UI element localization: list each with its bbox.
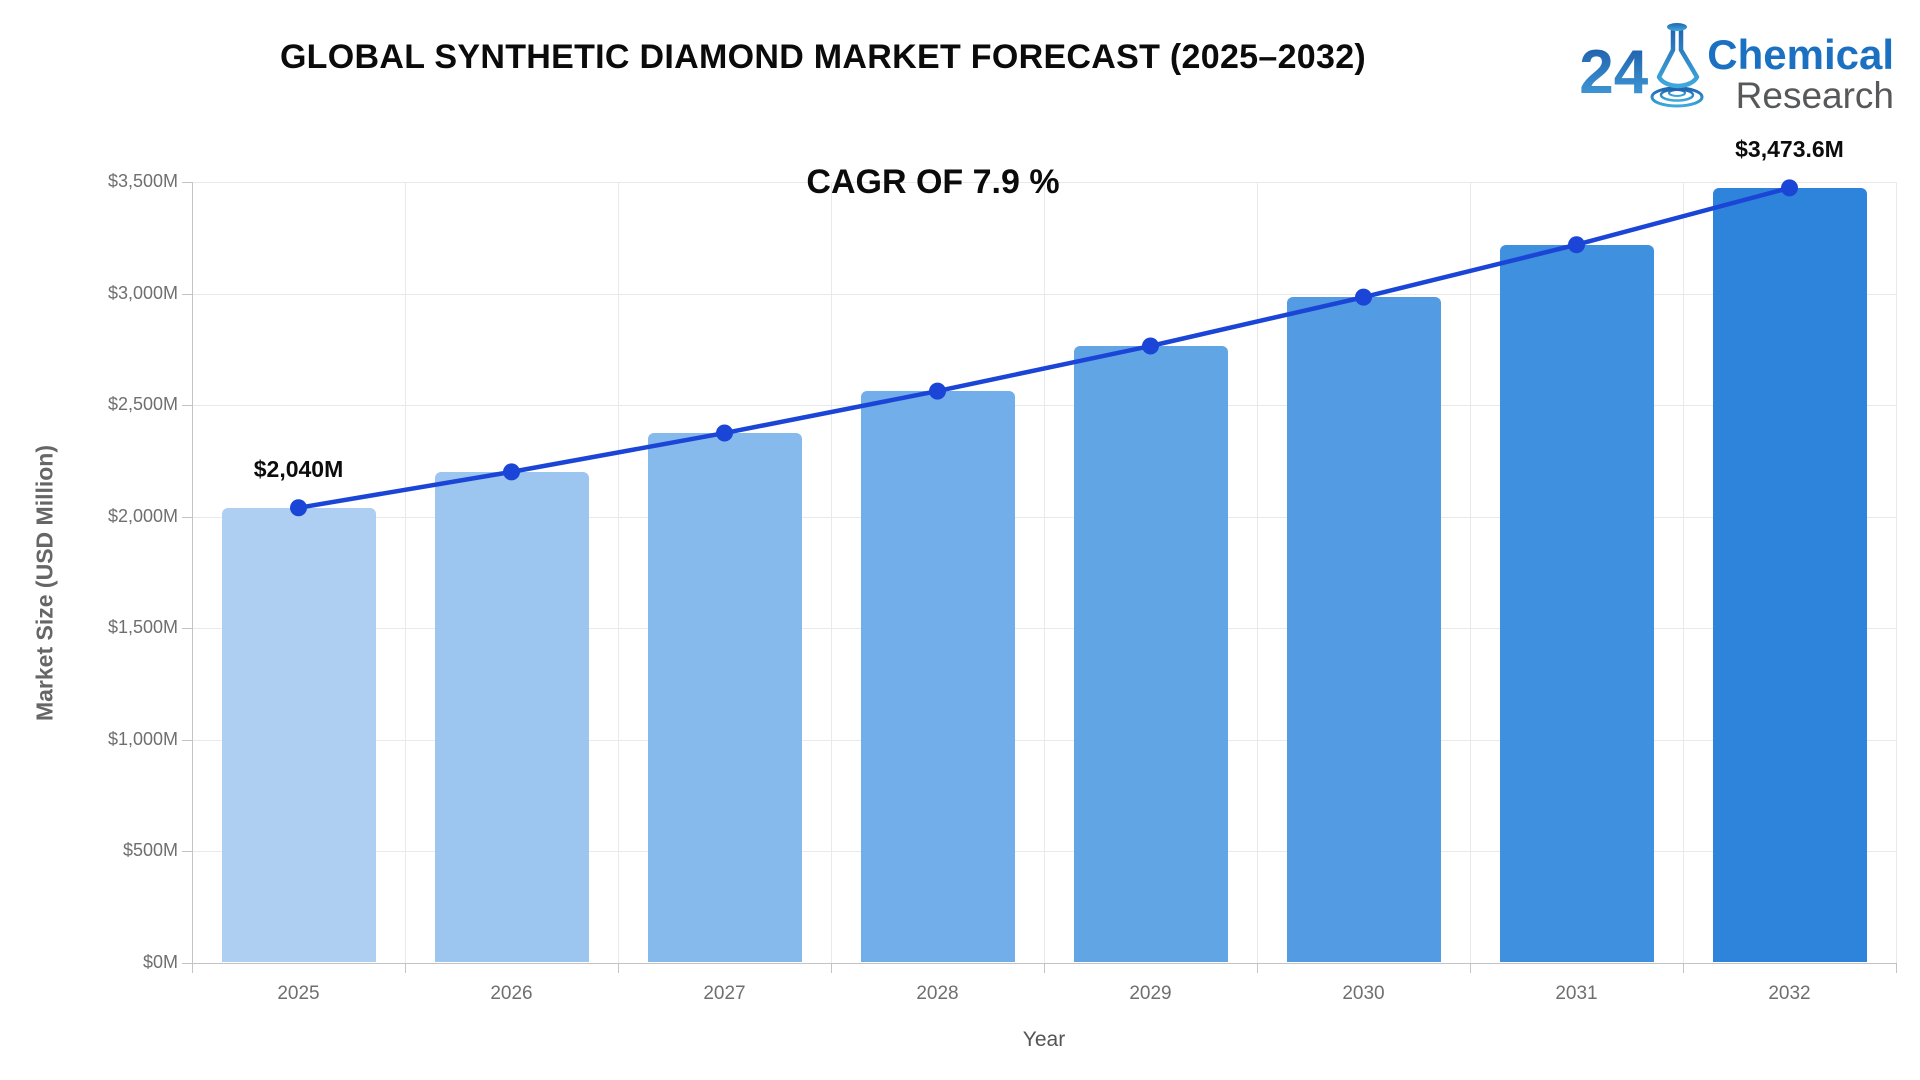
y-axis-line [192, 182, 193, 963]
x-tick-label: 2026 [490, 983, 533, 1004]
data-label-2032: $3,473.6M [1735, 135, 1844, 162]
y-tick-mark [182, 516, 192, 518]
x-tick-label: 2031 [1555, 983, 1598, 1004]
x-tick-mark [618, 963, 619, 973]
chart-title: GLOBAL SYNTHETIC DIAMOND MARKET FORECAST… [279, 38, 1367, 76]
bar-2031 [1499, 244, 1654, 962]
data-label-2025: $2,040M [253, 455, 344, 482]
x-tick-mark [831, 963, 832, 973]
bar-2032 [1712, 187, 1867, 962]
x-tick-mark [1683, 963, 1684, 973]
y-tick-mark [182, 963, 192, 964]
y-tick-mark [182, 851, 192, 853]
y-tick-mark [182, 293, 192, 295]
logo-line1: Chemical [1707, 31, 1894, 78]
x-tick-label: 2032 [1768, 983, 1811, 1004]
v-gridline [1896, 182, 1897, 963]
x-tick-mark [1470, 963, 1471, 973]
x-tick-label: 2029 [1129, 983, 1172, 1004]
bar-2027 [647, 433, 802, 962]
y-tick-label: $2,500M [107, 394, 178, 415]
flask-icon [1650, 23, 1704, 108]
bar-2028 [860, 391, 1015, 962]
v-gridline [831, 182, 832, 963]
bar-2025 [221, 507, 376, 962]
logo-line2: Research [1735, 75, 1894, 116]
y-tick-label: $500M [122, 840, 178, 861]
logo-wordmark: Chemical Research [1707, 34, 1894, 116]
bar-2029 [1073, 346, 1228, 962]
x-tick-label: 2027 [703, 983, 746, 1004]
x-tick-mark [1896, 963, 1897, 973]
v-gridline [1044, 182, 1045, 963]
cagr-annotation: CAGR OF 7.9 % [806, 163, 1060, 201]
y-tick-mark [182, 628, 192, 630]
y-tick-label: $1,500M [107, 617, 178, 638]
x-tick-mark [1257, 963, 1258, 973]
y-tick-label: $3,500M [107, 171, 178, 191]
y-tick-label: $0M [142, 952, 178, 972]
y-tick-label: $3,000M [107, 282, 178, 303]
x-tick-mark [192, 963, 193, 973]
v-gridline [618, 182, 619, 963]
x-axis-title: Year [1022, 1028, 1066, 1051]
y-tick-mark [182, 405, 192, 407]
y-axis-title: Market Size (USD Million) [31, 444, 58, 722]
bar-2026 [434, 471, 589, 962]
y-tick-mark [182, 182, 192, 183]
logo-number: 24 [1579, 38, 1649, 107]
y-tick-mark [182, 739, 192, 741]
x-tick-label: 2030 [1342, 983, 1385, 1004]
x-tick-mark [1044, 963, 1045, 973]
v-gridline [1470, 182, 1471, 963]
bar-2030 [1286, 297, 1441, 962]
y-tick-label: $2,000M [107, 505, 178, 526]
x-tick-label: 2025 [277, 983, 320, 1004]
v-gridline [405, 182, 406, 963]
v-gridline [1257, 182, 1258, 963]
x-tick-label: 2028 [916, 983, 959, 1004]
y-tick-label: $1,000M [107, 728, 178, 749]
x-tick-mark [405, 963, 406, 973]
brand-logo: 24 Chemical Research [1579, 18, 1894, 116]
v-gridline [1683, 182, 1684, 963]
